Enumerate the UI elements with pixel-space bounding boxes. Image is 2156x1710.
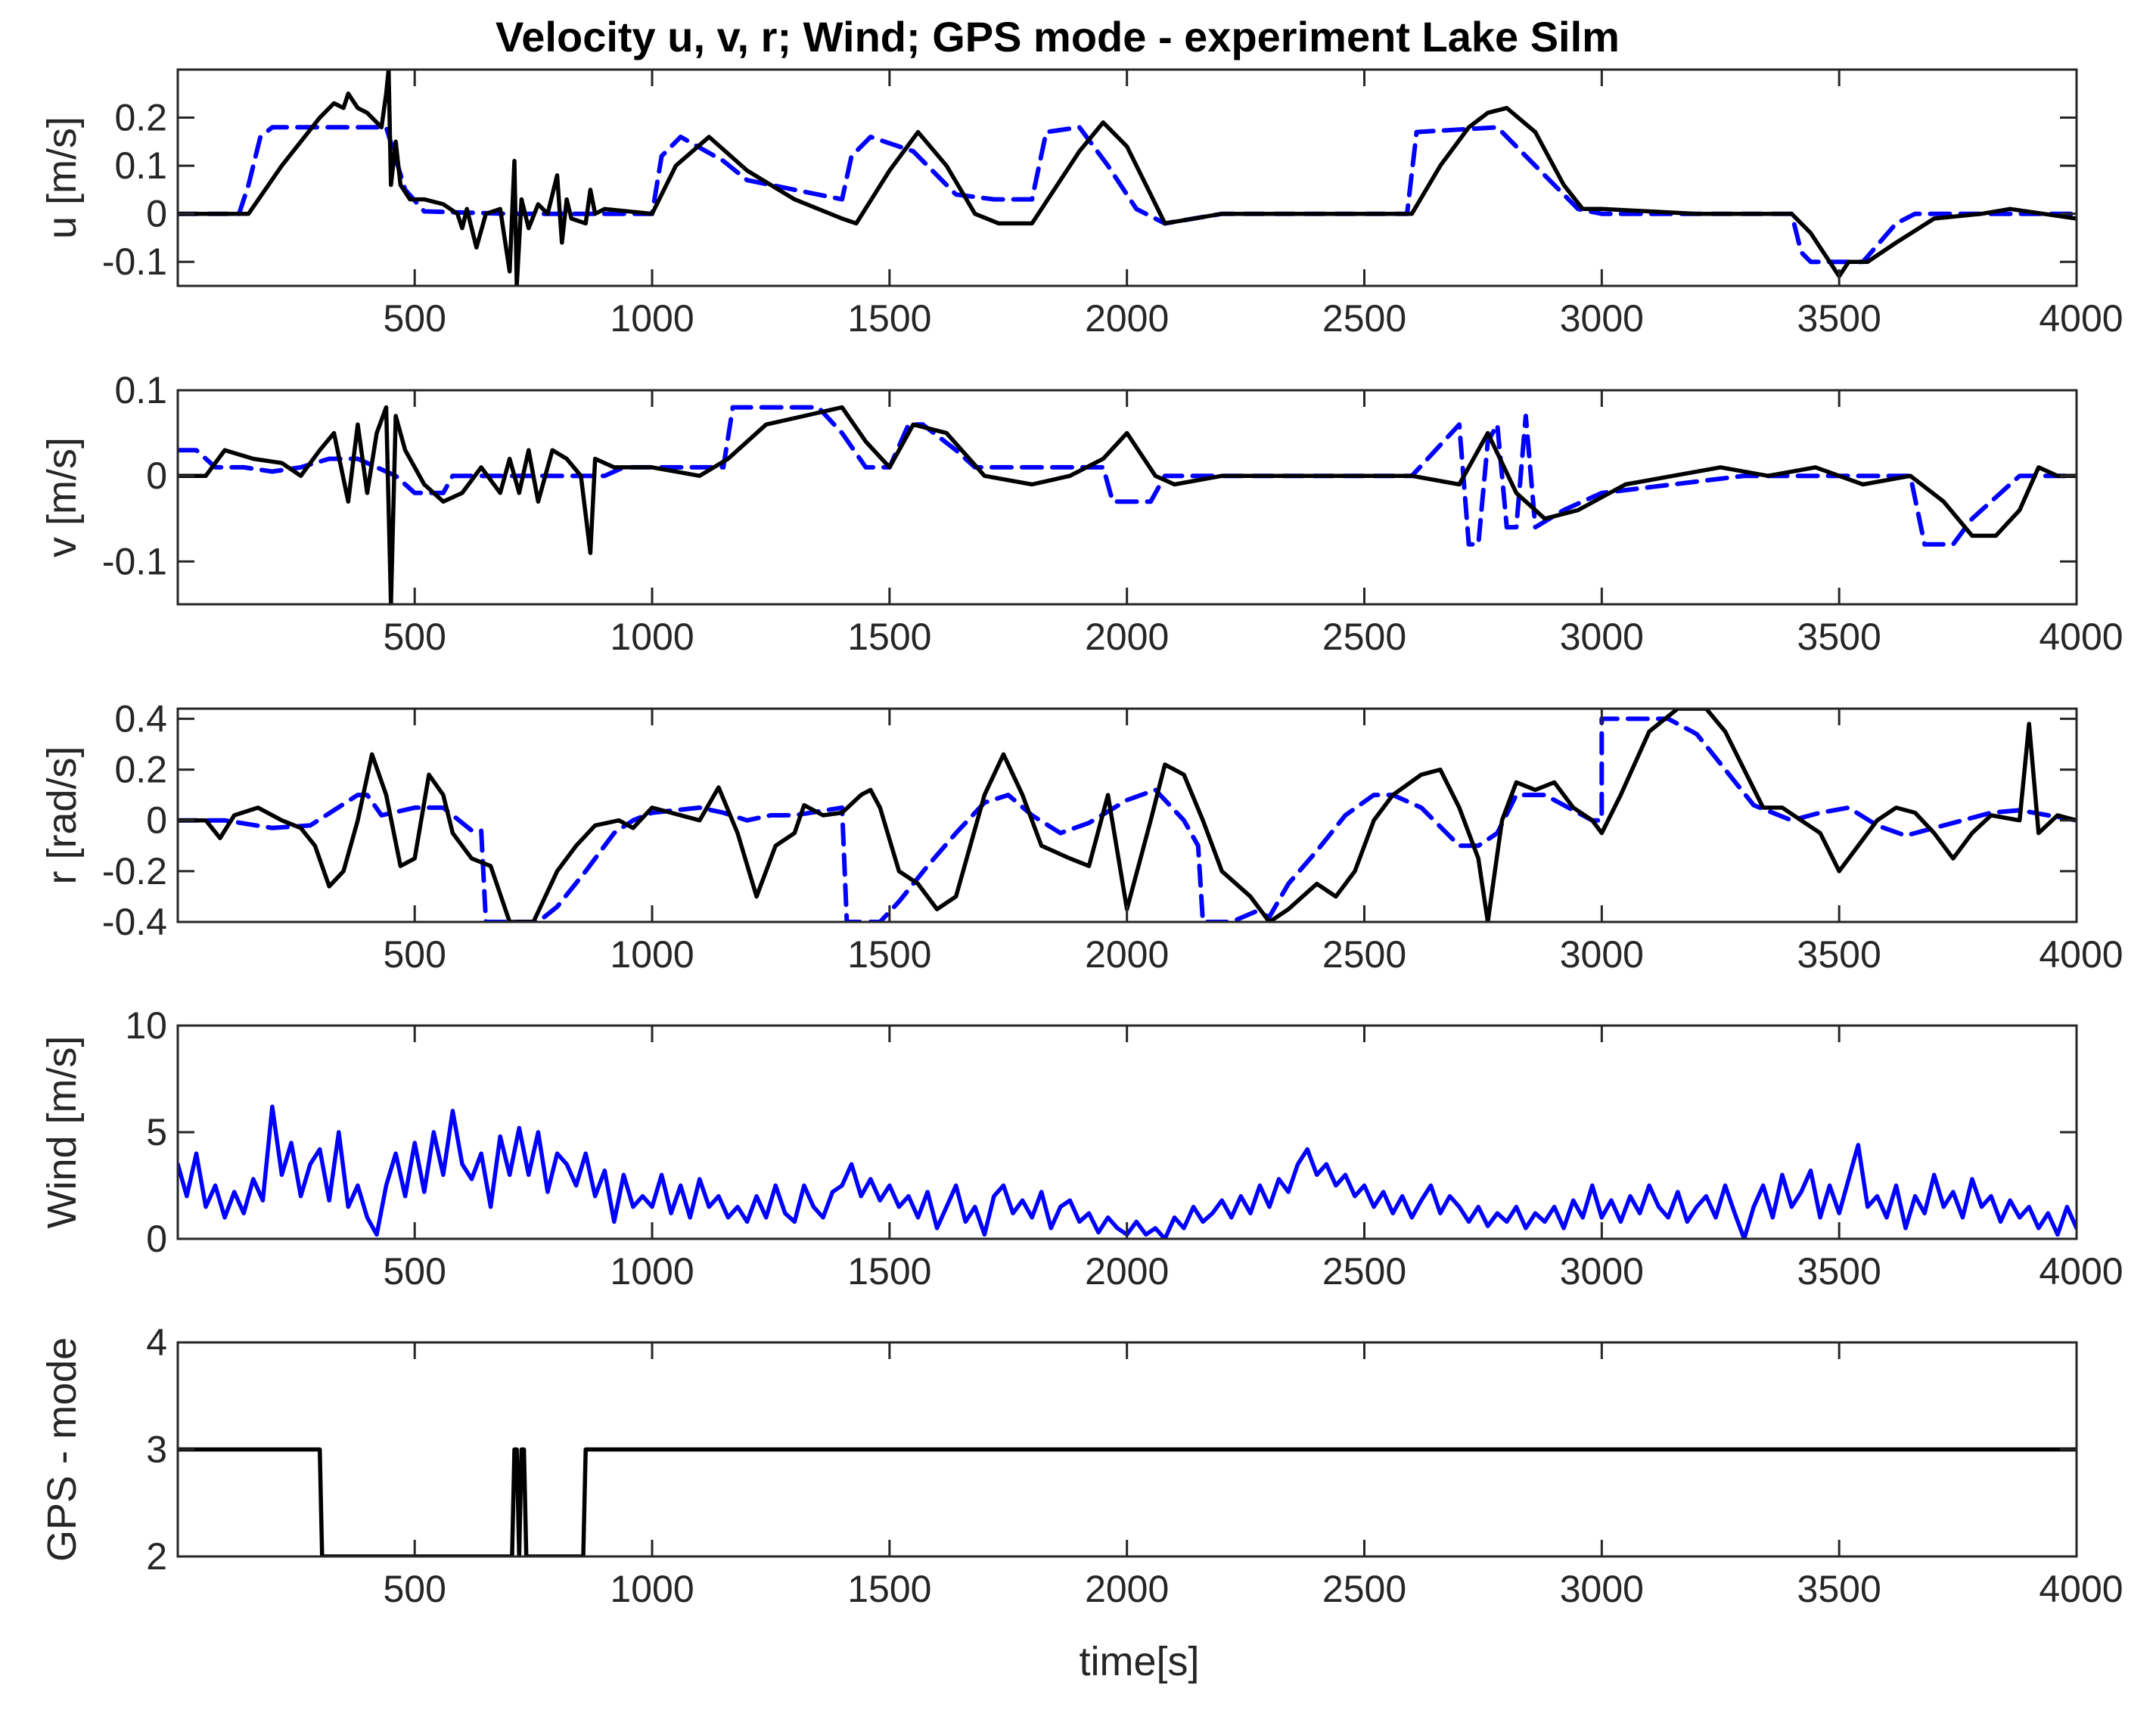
axes-frame-v <box>176 389 2078 606</box>
x-tick-label: 4000 <box>2039 1250 2123 1293</box>
x-tick-label: 4000 <box>2039 1568 2123 1610</box>
x-tick-label: 500 <box>383 616 446 658</box>
y-tick-label: 0 <box>146 455 167 497</box>
y-tick-label: 5 <box>146 1111 167 1153</box>
x-tick-label: 3000 <box>1560 1568 1644 1610</box>
y-tick-label: 0.2 <box>114 97 167 139</box>
axes-frame-u <box>176 68 2078 287</box>
x-tick-label: 2000 <box>1085 297 1169 340</box>
x-tick-label: 3000 <box>1560 1250 1644 1293</box>
y-tick-label: 0 <box>146 799 167 842</box>
series-u-measured <box>178 70 2077 286</box>
y-tick-label: 10 <box>125 1004 167 1047</box>
y-axis-label-gps: GPS - mode <box>39 1337 85 1562</box>
x-tick-label: 2500 <box>1322 1568 1406 1610</box>
y-tick-label: 3 <box>146 1429 167 1471</box>
x-tick-label: 3500 <box>1797 297 1881 340</box>
x-tick-label: 1500 <box>847 616 931 658</box>
x-tick-label: 3500 <box>1797 1250 1881 1293</box>
x-tick-label: 3500 <box>1797 933 1881 976</box>
y-axis-label-r: r [rad/s] <box>39 746 85 884</box>
y-tick-label: -0.1 <box>102 540 167 582</box>
panel-gps: 500 1000 1500 2000 2500 3000 3500 4000 2 3 4 GPS - … <box>39 1321 2123 1610</box>
x-tick-label: 1000 <box>610 1568 694 1610</box>
x-tick-label: 500 <box>383 933 446 976</box>
x-tick-label: 1500 <box>847 1568 931 1610</box>
x-tick-label: 3000 <box>1560 933 1644 976</box>
series-r-reference <box>178 716 2077 922</box>
x-tick-label: 3500 <box>1797 1568 1881 1610</box>
y-tick-label: 4 <box>146 1321 167 1364</box>
panel-wind: 500 1000 1500 2000 2500 3000 3500 4000 0 5 10 Wind … <box>39 1004 2123 1293</box>
x-tick-label: 3000 <box>1560 297 1644 340</box>
y-tick-label: 0.4 <box>114 697 167 740</box>
x-tick-label: 2500 <box>1322 297 1406 340</box>
x-tick-label: 2500 <box>1322 1250 1406 1293</box>
x-tick-label: 1500 <box>847 933 931 976</box>
y-tick-label: -0.2 <box>102 850 167 892</box>
x-tick-label: 1000 <box>610 933 694 976</box>
x-tick-label: 1000 <box>610 616 694 658</box>
series-r-measured <box>178 709 2077 922</box>
x-tick-label: 4000 <box>2039 933 2123 976</box>
x-tick-label: 2000 <box>1085 933 1169 976</box>
series-u-reference <box>178 125 2077 265</box>
series-wind-measured <box>178 1104 2077 1239</box>
x-tick-label: 4000 <box>2039 297 2123 340</box>
x-tick-label: 1500 <box>847 1250 931 1293</box>
y-tick-label: 0 <box>146 193 167 235</box>
x-tick-label: 1000 <box>610 297 694 340</box>
x-tick-label: 2500 <box>1322 933 1406 976</box>
y-axis-label-u: u [m/s] <box>39 116 85 239</box>
y-tick-label: -0.4 <box>102 901 167 943</box>
y-tick-label: -0.1 <box>102 241 167 283</box>
x-tick-label: 500 <box>383 297 446 340</box>
x-tick-label: 3000 <box>1560 616 1644 658</box>
x-axis-label: time[s] <box>1079 1639 1199 1684</box>
x-tick-label: 2000 <box>1085 1250 1169 1293</box>
x-tick-label: 2000 <box>1085 616 1169 658</box>
y-tick-label: 0.1 <box>114 144 167 187</box>
x-tick-label: 2000 <box>1085 1568 1169 1610</box>
y-tick-label: 2 <box>146 1535 167 1578</box>
x-tick-label: 3500 <box>1797 616 1881 658</box>
x-tick-label: 1500 <box>847 297 931 340</box>
chart-title: Velocity u, v, r; Wind; GPS mode - exper… <box>496 13 1620 61</box>
x-tick-label: 500 <box>383 1568 446 1610</box>
y-axis-label-v: v [m/s] <box>39 437 85 557</box>
y-tick-label: 0.1 <box>114 369 167 411</box>
series-v-measured <box>178 405 2077 604</box>
y-tick-label: 0 <box>146 1218 167 1260</box>
x-tick-label: 4000 <box>2039 616 2123 658</box>
x-tick-label: 500 <box>383 1250 446 1293</box>
panel-r: 500 1000 1500 2000 2500 3000 3500 4000 -0.4 -0.2 0… <box>39 697 2123 976</box>
panel-u: 500 1000 1500 2000 2500 3000 3500 4000 -0.1 0 0.1 0… <box>39 68 2123 340</box>
y-tick-label: 0.2 <box>114 749 167 791</box>
x-tick-label: 1000 <box>610 1250 694 1293</box>
y-axis-label-wind: Wind [m/s] <box>39 1035 85 1228</box>
panel-v: 500 1000 1500 2000 2500 3000 3500 4000 -0.1 0 0.1 v… <box>39 369 2123 658</box>
series-v-reference <box>178 405 2077 547</box>
x-tick-label: 2500 <box>1322 616 1406 658</box>
